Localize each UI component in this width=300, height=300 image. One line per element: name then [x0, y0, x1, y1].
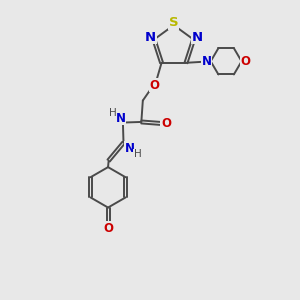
- Text: O: O: [150, 79, 160, 92]
- Text: N: N: [192, 31, 203, 44]
- Text: H: H: [134, 149, 142, 159]
- Text: O: O: [103, 222, 113, 235]
- Text: O: O: [161, 117, 171, 130]
- Text: N: N: [202, 55, 212, 68]
- Text: N: N: [145, 31, 156, 44]
- Text: N: N: [116, 112, 125, 124]
- Text: H: H: [109, 108, 116, 118]
- Text: O: O: [241, 55, 250, 68]
- Text: S: S: [169, 16, 178, 29]
- Text: N: N: [124, 142, 134, 154]
